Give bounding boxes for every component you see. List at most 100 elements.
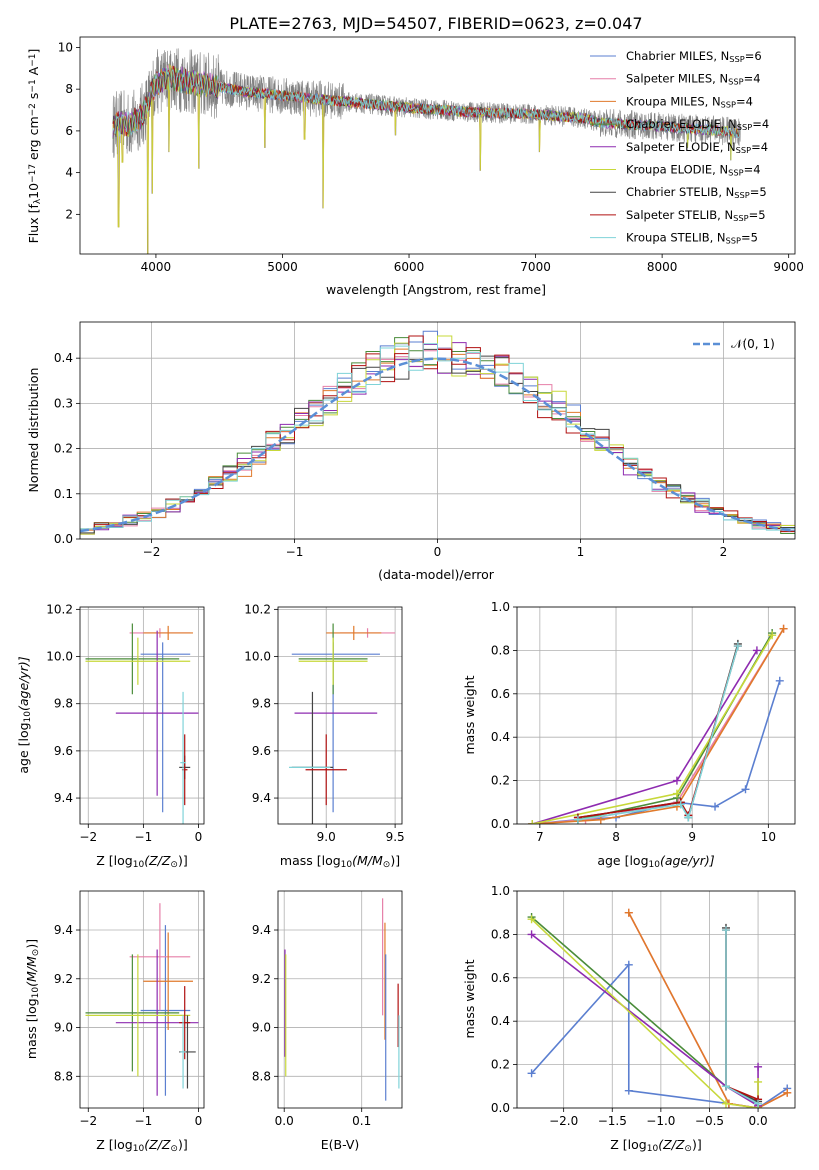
label-part: SSP — [726, 236, 741, 246]
weight_vs_age-ytick-label: 0.2 — [491, 774, 510, 788]
residuals-ytick-label: 0.3 — [54, 396, 73, 410]
age_vs_z-xtick-label: −1 — [135, 830, 153, 844]
mass_vs_ebv-panel: 0.0 0.1 8.8 9.0 9.2 9.4 E(B-V) — [252, 890, 403, 1152]
label-part: =5 — [741, 231, 758, 245]
series-marker-chabrier_miles — [711, 802, 720, 811]
age_vs_z-plot-area — [85, 623, 199, 824]
mass_vs_ebv-plot-area — [284, 898, 400, 1101]
series-marker-chabrier_miles — [741, 785, 750, 794]
series-marker-chabrier_miles — [775, 676, 784, 685]
spectrum-x-axis-label: wavelength [Angstrom, rest frame] — [326, 282, 546, 297]
weight_vs_z-ytick-label: 0.2 — [491, 1058, 510, 1072]
label-part: (Z/Z — [144, 1137, 171, 1152]
legend-entry-kroupa_elodie: Kroupa ELODIE, NSSP=4 — [626, 163, 761, 178]
age_vs_mass-ytick-label: 9.4 — [252, 791, 271, 805]
label-part: Kroupa ELODIE, N — [626, 163, 728, 177]
label-part: 𝒩(0, 1) — [731, 337, 775, 351]
legend-entry-normal: 𝒩(0, 1) — [731, 337, 775, 351]
age_vs_mass-xtick-label: 9.0 — [317, 830, 336, 844]
label-part: E(B-V) — [321, 1137, 360, 1152]
label-part: =6 — [745, 49, 762, 63]
mass_vs_ebv-ytick-label: 9.2 — [252, 972, 271, 986]
legend-entry-chabrier_stelib: Chabrier STELIB, NSSP=5 — [626, 185, 767, 200]
legend-entry-chabrier_miles: Chabrier MILES, NSSP=6 — [626, 49, 762, 64]
weight_vs_z-xtick-label: −1.5 — [598, 1114, 627, 1128]
spectrum-xtick-label: 5000 — [267, 260, 298, 274]
label-part: Chabrier ELODIE, N — [626, 117, 737, 131]
spectrum-ytick-label: 6 — [65, 124, 73, 138]
label-part: =4 — [736, 94, 753, 108]
weight-vs-age-y-axis-label: mass weight — [462, 675, 477, 754]
label-part: )] — [178, 853, 188, 868]
label-part: ⊙ — [31, 949, 41, 957]
weight_vs_z-xtick-label: 0.0 — [749, 1114, 768, 1128]
mass_vs_ebv-axes-frame — [277, 890, 403, 1109]
residuals-xtick-label: −2 — [143, 545, 161, 559]
weight_vs_z-xtick-label: −1.0 — [646, 1114, 675, 1128]
age_vs_z-panel: −2 −1 09.49.69.810.010.2Z [log10(Z/Z⊙)]age… — [16, 602, 205, 870]
label-part: Salpeter ELODIE, N — [626, 140, 736, 154]
series-marker-kroupa_miles — [624, 908, 633, 917]
weight_vs_age-ytick-label: 0.0 — [491, 817, 510, 831]
label-part: )] — [24, 939, 39, 949]
label-part: Kroupa STELIB, N — [626, 231, 726, 245]
label-part: ⊙ — [170, 1144, 178, 1154]
series-marker-kroupa_elodie — [672, 789, 681, 798]
mass_vs_z-ytick-label: 9.0 — [54, 1021, 73, 1035]
residuals-ytick-label: 0.1 — [54, 487, 73, 501]
weight_vs_age-axes-frame — [516, 606, 796, 825]
label-part: 10 — [341, 860, 353, 870]
spectrum-ytick-label: 2 — [65, 207, 73, 221]
weight_vs_z-ytick-label: 0.0 — [491, 1101, 510, 1115]
mass_vs_z-xtick-label: −2 — [79, 1114, 97, 1128]
weight-vs-age-x-axis-label: age [log10(age/yr)] — [597, 853, 714, 870]
series-marker-salpeter_elodie — [527, 930, 536, 939]
age_vs_mass-plot-area — [289, 623, 396, 824]
series-marker-chabrier_miles — [624, 1086, 633, 1095]
residuals-ytick-label: 0.2 — [54, 442, 73, 456]
age-vs-z-x-axis-label: Z [log10(Z/Z⊙)] — [96, 853, 187, 870]
label-part: age [log — [597, 853, 648, 868]
label-part: ⊙ — [170, 860, 178, 870]
histogram-step-kroupa_stelib — [80, 343, 795, 531]
label-part: SSP — [737, 122, 752, 132]
label-part: 10 — [649, 860, 661, 870]
series-marker-kroupa_miles — [783, 1088, 792, 1097]
label-part: =4 — [744, 163, 761, 177]
label-part: λ — [33, 198, 43, 204]
label-part: SSP — [734, 190, 749, 200]
weight_vs_age-ytick-label: 0.8 — [491, 643, 510, 657]
weight_vs_z-plot-area — [527, 908, 792, 1108]
weight_vs_z-panel: −2.0 −1.5 −1.0 −0.5 0.0 0.0 0.2 0.4 0.6 0.8 1.0 Z [… — [462, 884, 796, 1154]
weight_vs_z-ytick-label: 1.0 — [491, 884, 510, 898]
normal-curve — [80, 357, 795, 533]
weight_vs_age-ytick-label: 0.6 — [491, 687, 510, 701]
mass_vs_ebv-ytick-label: 9.0 — [252, 1021, 271, 1035]
series-marker-kroupa_stelib — [721, 1082, 730, 1091]
mass_vs_z-panel: −2 −1 08.89.09.29.4Z [log10(Z/Z⊙)]mass [lo… — [24, 890, 205, 1154]
weight_vs_age-plot-area — [528, 624, 788, 824]
label-part: −17 — [28, 164, 38, 183]
label-part: (Z/Z — [144, 853, 171, 868]
label-part: SSP — [729, 54, 744, 64]
spectrum-xtick-label: 6000 — [394, 260, 425, 274]
label-part: mass weight — [462, 959, 477, 1038]
residuals-xtick-label: 1 — [577, 545, 585, 559]
label-part: =4 — [744, 72, 761, 86]
weight_vs_z-axes-frame — [516, 890, 796, 1109]
label-part: SSP — [733, 213, 748, 223]
label-part: 10 — [133, 860, 145, 870]
legend-entry-salpeter_stelib: Salpeter STELIB, NSSP=5 — [626, 208, 766, 223]
mass_vs_ebv-ytick-label: 9.4 — [252, 923, 271, 937]
series-marker-chabrier_miles — [624, 960, 633, 969]
spectrum-model-kroupa_stelib — [112, 67, 741, 139]
label-part: ] — [26, 49, 41, 54]
label-part: Chabrier MILES, N — [626, 49, 729, 63]
label-part: ⊙ — [684, 1144, 692, 1154]
mass-vs-ebv-x-axis-label: E(B-V) — [321, 1137, 360, 1152]
mass_vs_z-plot-area — [85, 903, 199, 1096]
legend-entry-chabrier_elodie: Chabrier ELODIE, NSSP=4 — [626, 117, 769, 132]
